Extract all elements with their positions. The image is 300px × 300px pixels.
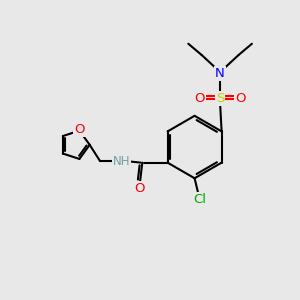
Text: S: S [216,92,224,105]
Text: O: O [195,92,205,105]
Text: N: N [215,67,225,80]
Text: O: O [74,123,85,136]
Text: NH: NH [113,154,130,168]
Text: O: O [235,92,246,105]
Text: O: O [135,182,145,195]
Text: Cl: Cl [194,193,206,206]
